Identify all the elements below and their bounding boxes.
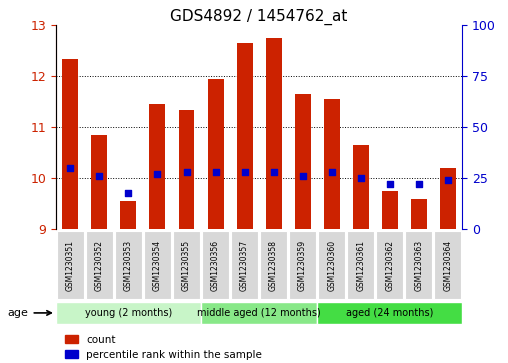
Point xyxy=(386,182,394,187)
FancyBboxPatch shape xyxy=(56,302,201,324)
FancyBboxPatch shape xyxy=(57,231,84,299)
Text: GSM1230353: GSM1230353 xyxy=(124,240,133,291)
FancyBboxPatch shape xyxy=(376,231,403,299)
Text: GSM1230354: GSM1230354 xyxy=(153,240,162,291)
Bar xyxy=(440,168,456,229)
Point xyxy=(357,175,365,181)
Bar xyxy=(120,201,137,229)
Title: GDS4892 / 1454762_at: GDS4892 / 1454762_at xyxy=(170,9,348,25)
Text: GSM1230352: GSM1230352 xyxy=(95,240,104,291)
Text: aged (24 months): aged (24 months) xyxy=(346,308,433,318)
Point xyxy=(270,169,278,175)
Point xyxy=(211,169,219,175)
FancyBboxPatch shape xyxy=(434,231,461,299)
Text: GSM1230356: GSM1230356 xyxy=(211,240,220,291)
FancyBboxPatch shape xyxy=(173,231,200,299)
Text: GSM1230351: GSM1230351 xyxy=(66,240,75,291)
Bar xyxy=(178,110,195,229)
Bar xyxy=(62,58,78,229)
FancyBboxPatch shape xyxy=(318,231,345,299)
Point xyxy=(299,174,307,179)
Bar xyxy=(382,191,398,229)
Text: GSM1230363: GSM1230363 xyxy=(414,240,423,291)
Point xyxy=(240,169,248,175)
FancyBboxPatch shape xyxy=(86,231,113,299)
FancyBboxPatch shape xyxy=(317,302,462,324)
FancyBboxPatch shape xyxy=(405,231,432,299)
Text: middle aged (12 months): middle aged (12 months) xyxy=(197,308,321,318)
Bar xyxy=(266,38,281,229)
Bar xyxy=(91,135,107,229)
Bar xyxy=(208,79,224,229)
FancyBboxPatch shape xyxy=(231,231,258,299)
Text: GSM1230355: GSM1230355 xyxy=(182,240,191,291)
Point xyxy=(96,174,104,179)
FancyBboxPatch shape xyxy=(260,231,287,299)
Text: age: age xyxy=(8,308,51,318)
Text: young (2 months): young (2 months) xyxy=(85,308,172,318)
Text: GSM1230357: GSM1230357 xyxy=(240,240,249,291)
Point xyxy=(328,169,336,175)
FancyBboxPatch shape xyxy=(144,231,171,299)
Text: GSM1230359: GSM1230359 xyxy=(298,240,307,291)
FancyBboxPatch shape xyxy=(202,231,229,299)
Bar xyxy=(324,99,340,229)
Text: GSM1230360: GSM1230360 xyxy=(327,240,336,291)
Point xyxy=(124,190,133,196)
Bar xyxy=(295,94,310,229)
Text: GSM1230362: GSM1230362 xyxy=(385,240,394,291)
Text: GSM1230364: GSM1230364 xyxy=(443,240,452,291)
FancyBboxPatch shape xyxy=(115,231,142,299)
Point xyxy=(415,182,423,187)
FancyBboxPatch shape xyxy=(289,231,316,299)
FancyBboxPatch shape xyxy=(201,302,317,324)
Point xyxy=(153,171,162,177)
Legend: count, percentile rank within the sample: count, percentile rank within the sample xyxy=(61,330,266,363)
Bar xyxy=(353,145,369,229)
Point xyxy=(67,165,75,171)
Text: GSM1230358: GSM1230358 xyxy=(269,240,278,291)
Bar xyxy=(149,105,166,229)
Point xyxy=(182,169,190,175)
Bar xyxy=(237,43,252,229)
Text: GSM1230361: GSM1230361 xyxy=(356,240,365,291)
FancyBboxPatch shape xyxy=(347,231,374,299)
Bar xyxy=(411,199,427,229)
Point xyxy=(443,178,452,183)
